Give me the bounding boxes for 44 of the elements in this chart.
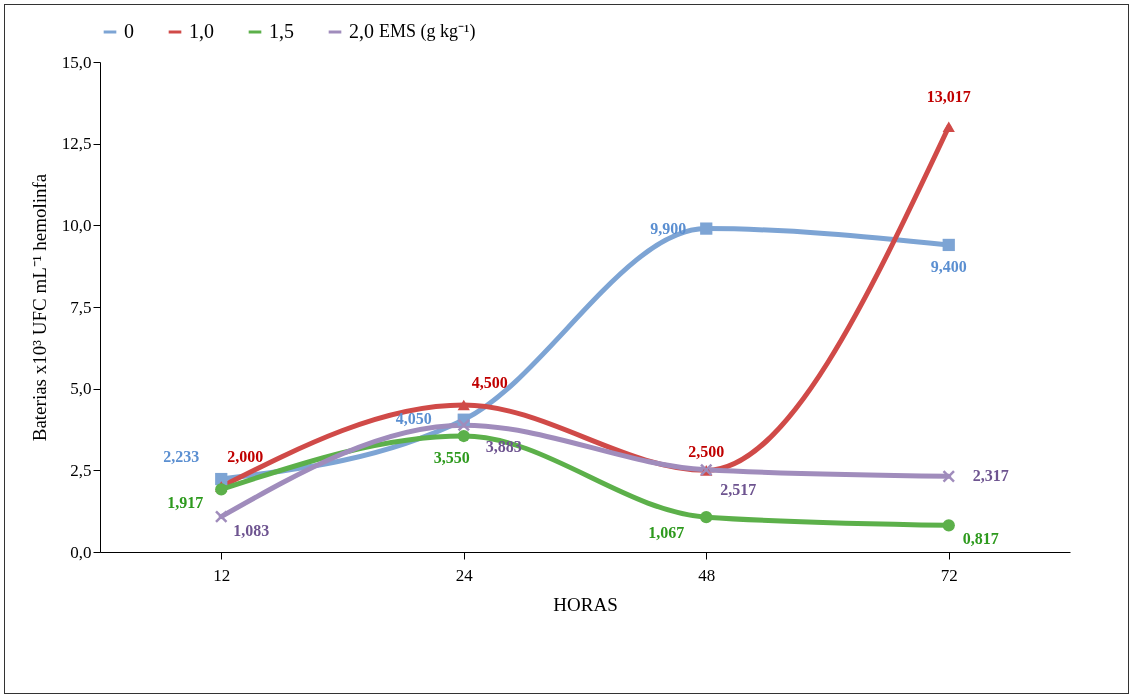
legend-label: 2,0 (349, 20, 374, 42)
point (457, 399, 470, 411)
x-tick-label: 12 (213, 565, 231, 585)
y-tick-label: 15,0 (61, 52, 92, 72)
point (214, 510, 228, 524)
point (942, 469, 956, 483)
y-tick-label: 7,5 (70, 297, 92, 317)
point (457, 429, 470, 443)
point (942, 519, 955, 532)
data-label: 1,917 (167, 494, 204, 512)
data-label: 3,883 (485, 438, 522, 456)
data-label: 4,500 (471, 374, 508, 391)
x-axis-title: HORAS (553, 593, 618, 615)
data-label: 2,317 (972, 467, 1009, 485)
data-label: 1,083 (233, 521, 270, 539)
point (700, 511, 713, 524)
y-tick-label: 5,0 (70, 379, 92, 399)
data-label: 3,550 (433, 449, 470, 467)
x-tick-label: 72 (940, 565, 958, 585)
point (215, 483, 228, 496)
data-label: 2,233 (163, 448, 200, 466)
point (700, 222, 713, 235)
y-tick-label: 2,5 (70, 460, 92, 480)
legend-title: EMS (g kg⁻¹) (379, 21, 476, 42)
y-axis-title: Baterias x10³ UFC mL⁻¹ hemolinfa (28, 173, 50, 442)
point (457, 418, 471, 432)
legend-label: 1,0 (189, 20, 214, 42)
data-label: 1,067 (648, 524, 685, 542)
data-label: 13,017 (926, 87, 971, 105)
data-label: 4,050 (395, 409, 432, 427)
data-label: 9,400 (930, 257, 967, 275)
x-tick-label: 24 (455, 565, 474, 585)
x-tick-label: 48 (698, 565, 716, 585)
data-label: 2,500 (688, 443, 725, 461)
point (942, 238, 955, 252)
data-label: 2,000 (227, 447, 264, 465)
point (942, 121, 955, 133)
data-label: 0,817 (962, 530, 999, 548)
data-label: 2,517 (720, 480, 757, 498)
legend-label: 1,5 (269, 20, 294, 42)
y-tick-label: 12,5 (61, 134, 92, 154)
legend-label: 0 (124, 20, 134, 42)
y-tick-label: 10,0 (61, 215, 92, 235)
y-tick-label: 0,0 (70, 542, 92, 562)
